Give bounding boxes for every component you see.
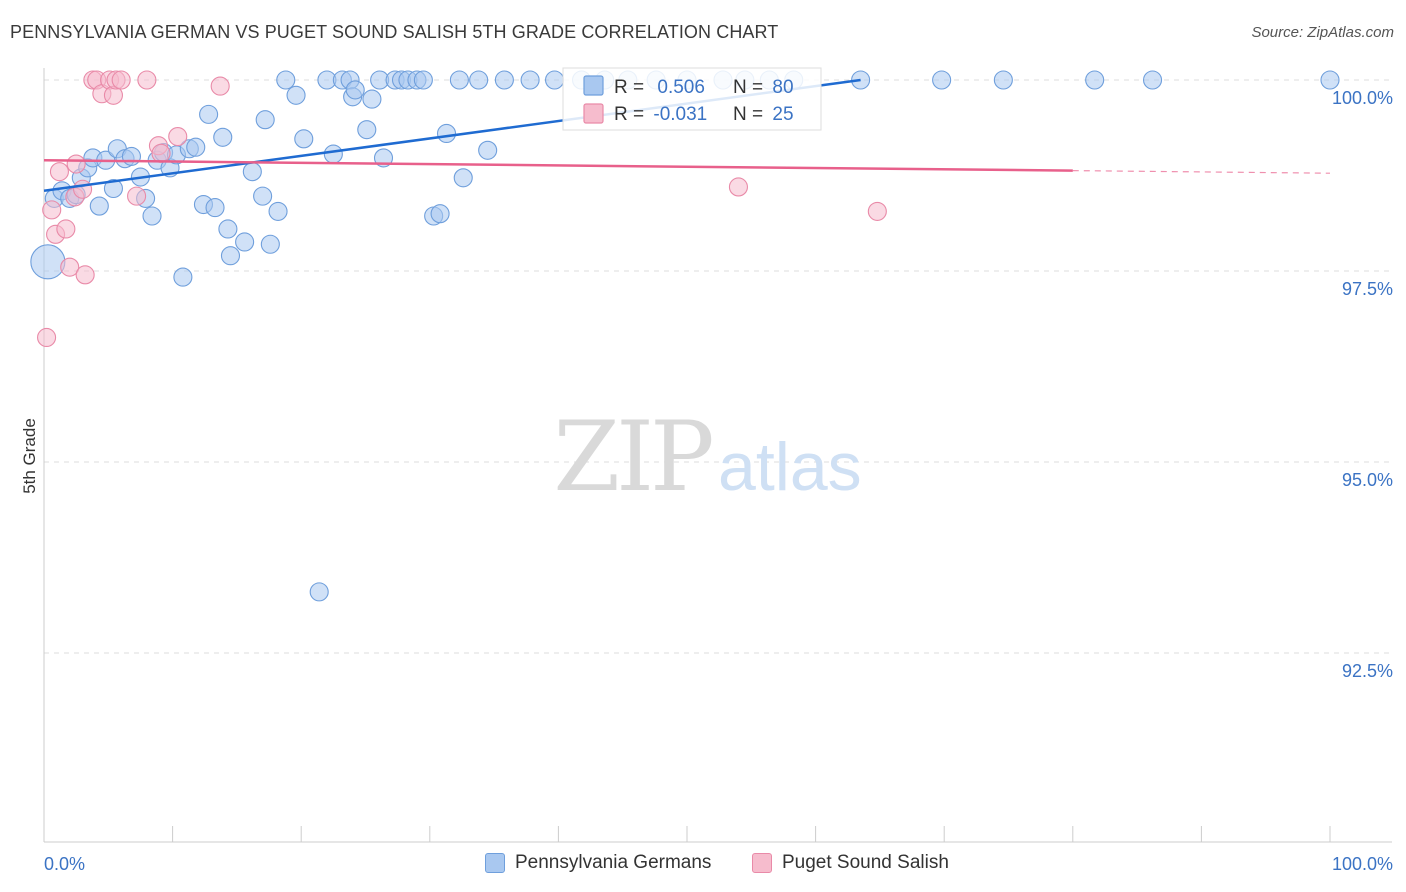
data-point-pennsylvania-germans[interactable] bbox=[255, 110, 275, 130]
legend-item-puget-sound-salish[interactable]: Puget Sound Salish bbox=[752, 852, 949, 874]
data-point-pennsylvania-germans[interactable] bbox=[494, 70, 514, 90]
data-point-puget-sound-salish[interactable] bbox=[728, 177, 748, 197]
data-point-pennsylvania-germans[interactable] bbox=[345, 80, 365, 100]
data-point-puget-sound-salish[interactable] bbox=[66, 154, 86, 174]
data-point-pennsylvania-germans[interactable] bbox=[993, 70, 1013, 90]
data-point-pennsylvania-germans[interactable] bbox=[235, 232, 255, 252]
legend-n-label: N = bbox=[733, 77, 768, 98]
data-point-pennsylvania-germans[interactable] bbox=[205, 198, 225, 218]
svg-text:R = 0.506: R = 0.506 bbox=[614, 77, 705, 98]
data-point-puget-sound-salish[interactable] bbox=[210, 76, 230, 96]
data-point-pennsylvania-germans[interactable] bbox=[357, 120, 377, 140]
x-tick-label: 100.0% bbox=[1332, 854, 1393, 874]
watermark: ZIP atlas bbox=[553, 401, 861, 513]
axes bbox=[43, 68, 1392, 843]
legend-swatch-blue bbox=[583, 75, 604, 96]
y-tick-label: 100.0% bbox=[1332, 88, 1393, 108]
y-tick-label: 97.5% bbox=[1342, 279, 1393, 299]
data-point-pennsylvania-germans[interactable] bbox=[103, 178, 123, 199]
data-point-pennsylvania-germans[interactable] bbox=[449, 70, 469, 90]
trend-line-puget-sound-salish bbox=[43, 158, 1073, 172]
data-point-pennsylvania-germans[interactable] bbox=[436, 123, 457, 144]
svg-text:N = 25: N = 25 bbox=[733, 104, 794, 125]
data-point-pennsylvania-germans[interactable] bbox=[544, 70, 565, 90]
legend-swatch-blue bbox=[485, 853, 505, 873]
legend-label: Puget Sound Salish bbox=[782, 852, 949, 873]
chart-title: PENNSYLVANIA GERMAN VS PUGET SOUND SALIS… bbox=[10, 22, 779, 42]
series-legend: Pennsylvania Germans Puget Sound Salish bbox=[0, 852, 1406, 878]
data-point-pennsylvania-germans[interactable] bbox=[1142, 70, 1163, 90]
watermark-atlas: atlas bbox=[718, 429, 862, 505]
data-point-pennsylvania-germans[interactable] bbox=[1085, 70, 1105, 90]
data-point-puget-sound-salish[interactable] bbox=[60, 257, 80, 277]
data-point-pennsylvania-germans[interactable] bbox=[253, 186, 273, 206]
data-point-pennsylvania-germans[interactable] bbox=[520, 70, 540, 90]
data-point-pennsylvania-germans[interactable] bbox=[89, 196, 109, 216]
trend-line-puget-sound-salish-extension bbox=[1072, 170, 1331, 174]
data-point-pennsylvania-germans[interactable] bbox=[309, 582, 329, 602]
data-point-pennsylvania-germans[interactable] bbox=[286, 85, 306, 105]
data-point-pennsylvania-germans[interactable] bbox=[323, 144, 343, 164]
series-puget-sound-salish bbox=[37, 70, 887, 348]
legend-r-label: R = bbox=[614, 77, 649, 98]
y-tick-label: 92.5% bbox=[1342, 661, 1393, 681]
legend-swatch-pink bbox=[583, 103, 604, 124]
data-point-pennsylvania-germans[interactable] bbox=[268, 201, 288, 221]
svg-text:N = 80: N = 80 bbox=[733, 77, 794, 98]
data-point-pennsylvania-germans[interactable] bbox=[260, 234, 280, 254]
legend-r-label: R = bbox=[614, 104, 649, 125]
data-point-puget-sound-salish[interactable] bbox=[151, 143, 171, 163]
tick-labels: 100.0% 97.5% 95.0% 92.5% 0.0% 100.0% bbox=[44, 88, 1393, 874]
data-point-pennsylvania-germans[interactable] bbox=[478, 140, 498, 160]
stats-legend: R = 0.506 N = 80 R = -0.031 N = 25 bbox=[562, 67, 822, 131]
data-point-puget-sound-salish[interactable] bbox=[37, 327, 57, 348]
data-point-pennsylvania-germans[interactable] bbox=[242, 162, 262, 182]
data-point-pennsylvania-germans[interactable] bbox=[453, 168, 473, 188]
data-point-pennsylvania-germans[interactable] bbox=[173, 267, 193, 287]
data-point-puget-sound-salish[interactable] bbox=[42, 200, 62, 220]
data-point-pennsylvania-germans[interactable] bbox=[199, 104, 219, 124]
data-point-pennsylvania-germans[interactable] bbox=[276, 70, 296, 90]
source-credit: Source: ZipAtlas.com bbox=[1251, 24, 1394, 41]
data-point-puget-sound-salish[interactable] bbox=[75, 265, 95, 285]
data-point-puget-sound-salish[interactable] bbox=[49, 162, 69, 182]
legend-swatch-pink bbox=[752, 853, 772, 873]
legend-n-label: N = bbox=[733, 104, 768, 125]
data-point-pennsylvania-germans[interactable] bbox=[413, 70, 433, 90]
data-point-puget-sound-salish[interactable] bbox=[867, 201, 887, 221]
data-point-pennsylvania-germans[interactable] bbox=[469, 70, 489, 90]
data-point-pennsylvania-germans[interactable] bbox=[220, 246, 241, 266]
legend-r-value: -0.031 bbox=[653, 104, 707, 125]
svg-text:R = -0.031: R = -0.031 bbox=[614, 104, 707, 125]
data-point-pennsylvania-germans[interactable] bbox=[218, 219, 238, 239]
data-point-pennsylvania-germans[interactable] bbox=[294, 129, 314, 149]
legend-n-value: 80 bbox=[772, 77, 793, 98]
legend-label: Pennsylvania Germans bbox=[515, 852, 712, 873]
data-point-puget-sound-salish[interactable] bbox=[56, 219, 76, 239]
legend-item-pennsylvania-germans[interactable]: Pennsylvania Germans bbox=[485, 852, 711, 874]
y-tick-label: 95.0% bbox=[1342, 470, 1393, 490]
data-point-puget-sound-salish[interactable] bbox=[137, 70, 157, 90]
data-point-puget-sound-salish[interactable] bbox=[73, 179, 93, 199]
data-point-pennsylvania-germans[interactable] bbox=[362, 89, 382, 109]
data-point-pennsylvania-germans[interactable] bbox=[430, 204, 450, 224]
series-pennsylvania-germans bbox=[30, 70, 1340, 602]
legend-n-value: 25 bbox=[772, 104, 793, 125]
data-point-pennsylvania-germans[interactable] bbox=[121, 146, 141, 166]
data-point-puget-sound-salish[interactable] bbox=[111, 70, 131, 90]
x-tick-label: 0.0% bbox=[44, 854, 85, 874]
data-point-puget-sound-salish[interactable] bbox=[168, 126, 188, 147]
data-point-pennsylvania-germans[interactable] bbox=[213, 127, 233, 147]
data-point-pennsylvania-germans[interactable] bbox=[932, 70, 952, 90]
data-point-pennsylvania-germans[interactable] bbox=[142, 206, 162, 226]
data-point-pennsylvania-germans[interactable] bbox=[30, 244, 66, 280]
data-point-pennsylvania-germans[interactable] bbox=[186, 137, 206, 157]
data-point-puget-sound-salish[interactable] bbox=[127, 186, 147, 206]
watermark-zip: ZIP bbox=[553, 401, 712, 513]
legend-r-value: 0.506 bbox=[657, 77, 705, 98]
data-point-pennsylvania-germans[interactable] bbox=[1320, 70, 1340, 90]
